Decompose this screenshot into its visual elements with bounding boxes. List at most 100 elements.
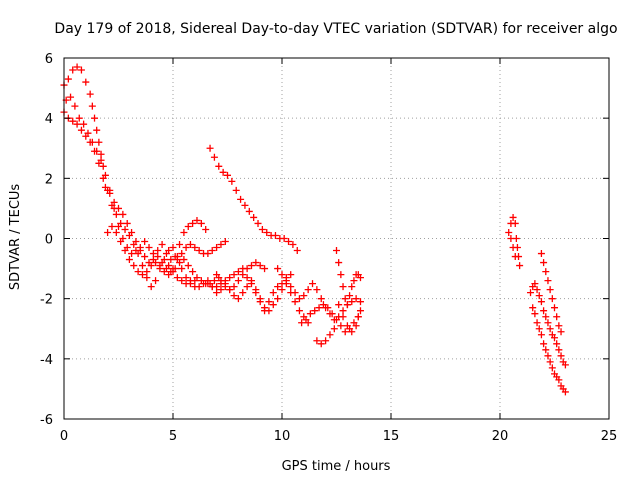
data-point bbox=[546, 358, 554, 366]
data-point bbox=[335, 259, 343, 267]
data-point bbox=[241, 201, 249, 209]
data-point bbox=[298, 319, 306, 327]
data-point bbox=[333, 316, 340, 324]
data-point bbox=[130, 262, 138, 270]
data-point bbox=[350, 277, 358, 285]
data-point bbox=[182, 274, 190, 282]
data-point bbox=[112, 210, 120, 218]
data-point bbox=[540, 340, 548, 348]
data-point bbox=[162, 250, 170, 258]
data-point bbox=[557, 328, 565, 336]
data-point bbox=[252, 289, 260, 297]
data-point bbox=[230, 271, 238, 279]
data-point bbox=[86, 90, 94, 98]
data-point bbox=[152, 277, 160, 285]
data-point bbox=[505, 228, 513, 236]
data-point bbox=[178, 250, 186, 258]
data-point bbox=[147, 283, 155, 291]
data-point bbox=[274, 283, 282, 291]
data-point bbox=[77, 126, 85, 134]
data-point bbox=[189, 268, 197, 276]
data-point bbox=[189, 219, 197, 227]
data-point bbox=[138, 262, 146, 270]
data-point bbox=[335, 301, 343, 309]
data-point bbox=[261, 265, 269, 273]
data-point bbox=[265, 307, 273, 315]
data-point bbox=[93, 147, 101, 155]
y-tick-label: 6 bbox=[45, 52, 53, 67]
data-point bbox=[230, 283, 238, 291]
data-point bbox=[215, 162, 223, 170]
data-point bbox=[356, 298, 364, 306]
data-point bbox=[88, 138, 96, 146]
data-point bbox=[537, 331, 545, 339]
data-point bbox=[546, 286, 554, 294]
data-point bbox=[309, 280, 317, 288]
data-point bbox=[265, 298, 273, 306]
data-point bbox=[256, 298, 264, 306]
data-point bbox=[540, 307, 548, 315]
data-point bbox=[167, 256, 175, 264]
data-point bbox=[326, 331, 334, 339]
data-point bbox=[247, 262, 255, 270]
data-point bbox=[304, 286, 312, 294]
data-point bbox=[269, 289, 277, 297]
chart-title: Day 179 of 2018, Sidereal Day-to-day VTE… bbox=[54, 21, 617, 37]
data-point bbox=[95, 138, 103, 146]
data-point bbox=[319, 301, 327, 309]
data-point bbox=[258, 225, 266, 233]
data-point bbox=[77, 66, 85, 74]
data-point bbox=[80, 120, 88, 128]
data-point bbox=[193, 274, 201, 282]
data-point bbox=[341, 328, 349, 336]
data-point bbox=[224, 171, 231, 179]
data-point bbox=[101, 183, 109, 191]
data-point bbox=[548, 364, 556, 372]
data-point bbox=[180, 228, 188, 236]
data-point bbox=[551, 304, 558, 312]
data-point bbox=[173, 256, 181, 264]
data-point bbox=[186, 280, 194, 288]
y-tick-label: -6 bbox=[40, 413, 53, 428]
data-point bbox=[101, 171, 109, 179]
series-track3 bbox=[62, 93, 210, 264]
series-track14 bbox=[206, 144, 301, 255]
data-point bbox=[291, 298, 299, 306]
data-point bbox=[206, 144, 214, 152]
data-point bbox=[548, 295, 556, 303]
data-point bbox=[555, 346, 563, 354]
series-track5 bbox=[104, 222, 229, 279]
data-point bbox=[104, 228, 112, 236]
x-tick-label: 25 bbox=[601, 429, 618, 444]
data-point bbox=[282, 277, 290, 285]
data-point bbox=[82, 78, 90, 86]
series-track15 bbox=[505, 213, 524, 270]
data-point bbox=[553, 313, 561, 321]
series-track16 bbox=[529, 304, 569, 396]
data-point bbox=[544, 319, 552, 327]
data-point bbox=[180, 256, 188, 264]
data-point bbox=[561, 388, 569, 396]
data-point bbox=[115, 222, 122, 230]
data-point bbox=[71, 102, 79, 110]
data-point bbox=[535, 325, 543, 333]
data-point bbox=[542, 313, 550, 321]
data-point bbox=[138, 271, 146, 279]
data-point bbox=[165, 271, 173, 279]
data-point bbox=[210, 277, 218, 285]
data-series bbox=[60, 63, 569, 396]
data-point bbox=[145, 244, 153, 252]
x-axis-label: GPS time / hours bbox=[282, 459, 391, 474]
data-point bbox=[221, 238, 229, 246]
data-point bbox=[213, 244, 221, 252]
data-point bbox=[544, 277, 552, 285]
data-point bbox=[178, 277, 186, 285]
data-point bbox=[239, 271, 247, 279]
data-point bbox=[239, 289, 247, 297]
data-point bbox=[99, 162, 107, 170]
data-point bbox=[271, 231, 279, 239]
data-point bbox=[123, 219, 131, 227]
data-point bbox=[121, 247, 129, 255]
data-point bbox=[202, 225, 210, 233]
